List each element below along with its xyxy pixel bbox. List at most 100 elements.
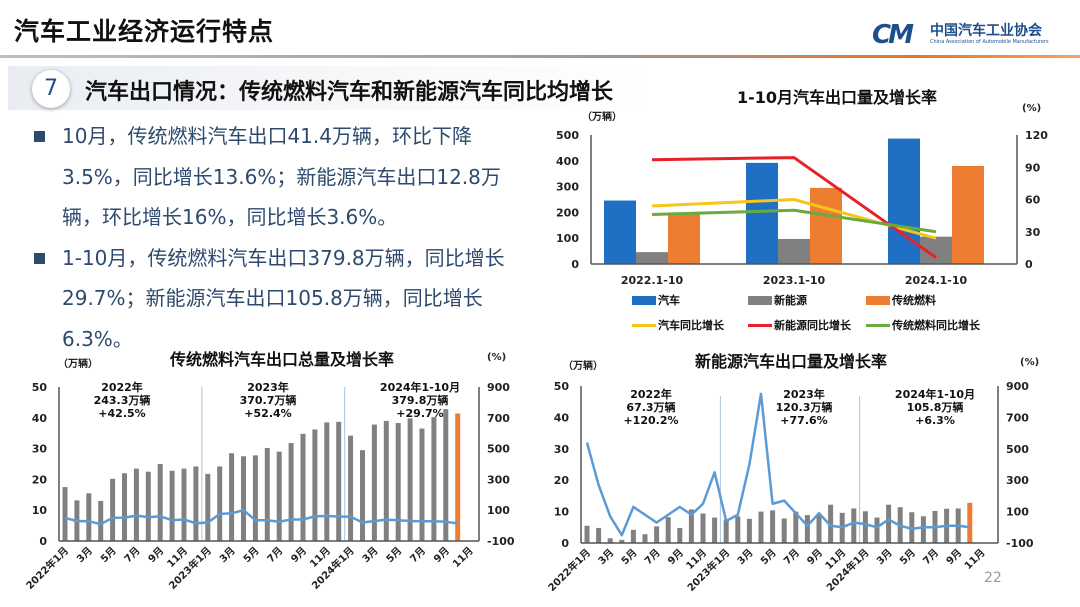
- bar-auto: [604, 200, 636, 264]
- legend-label: 汽车同比增长: [658, 319, 724, 332]
- chart1-left-unit: （万辆）: [582, 112, 622, 123]
- chart3-bar: [642, 534, 648, 543]
- legend-label: 新能源同比增长: [774, 319, 851, 332]
- chart2-x-tick-label: 5月: [384, 545, 404, 565]
- chart2-bar: [395, 423, 401, 541]
- chart2-x-tick-label: 7月: [122, 545, 142, 565]
- chart2-annotation-2022: 2022年 243.3万辆 +42.5%: [93, 381, 151, 420]
- bar-ice: [668, 212, 700, 264]
- chart3-right-tick-label: 100: [1006, 506, 1029, 519]
- chart2-x-tick-label: 3月: [217, 545, 237, 565]
- chart2-bar: [205, 473, 211, 541]
- chart3-x-tick-label: 3月: [735, 547, 755, 567]
- bullet-item: 1-10月，传统燃料汽车出口379.8万辆，同比增长29.7%；新能源汽车出口1…: [30, 238, 535, 360]
- chart2-x-tick-label: 9月: [289, 545, 309, 565]
- chart3-x-tick-label: 2022年1月: [545, 546, 593, 594]
- chart3-bar: [735, 516, 741, 543]
- bar-ice: [952, 165, 984, 264]
- chart3-bar: [816, 514, 822, 543]
- legend-item-ice: 传统燃料: [866, 292, 936, 308]
- logo-chinese-name: 中国汽车工业协会: [930, 23, 1042, 39]
- chart3-bar: [665, 517, 671, 543]
- chart3-x-tick-label: 3月: [874, 547, 894, 567]
- chart3-left-tick-label: 20: [554, 474, 570, 487]
- chart2-x-tick-label: 11月: [450, 545, 475, 570]
- ice-growth-line: [651, 208, 937, 234]
- chart3-left-tick-label: 50: [554, 380, 570, 393]
- chart2-bar: [62, 487, 68, 541]
- chart3-right-unit: (%): [1020, 357, 1040, 368]
- legend-label: 传统燃料: [892, 294, 936, 307]
- chart3-bar: [746, 518, 752, 543]
- chart2-left-tick-label: 50: [32, 381, 48, 394]
- chart3-bar: [607, 538, 613, 543]
- chart2-right-tick-label: 100: [487, 504, 510, 517]
- chart2-bar: [336, 421, 342, 541]
- chart3-x-tick-label: 5月: [619, 547, 639, 567]
- chart3-title: 新能源汽车出口量及增长率: [695, 352, 888, 371]
- chart2-growth-line: [64, 508, 458, 526]
- chart2-bar: [407, 418, 413, 541]
- section-number-badge: 7: [32, 70, 70, 108]
- chart2-bar: [98, 500, 104, 541]
- chart2-bar: [312, 429, 318, 541]
- chart3-bar: [700, 513, 706, 543]
- chart2-x-tick-label: 9月: [431, 545, 451, 565]
- chart2-x-tick-label: 5月: [241, 545, 261, 565]
- chart2-bar: [86, 493, 92, 541]
- legend-swatch: [632, 295, 656, 305]
- chart3-left-tick-label: 40: [554, 411, 570, 424]
- chart1-right-tick-label: 60: [1025, 194, 1041, 207]
- chart3-bar: [654, 526, 660, 543]
- chart1-title: 1-10月汽车出口量及增长率: [737, 88, 938, 107]
- chart2-bar: [217, 466, 223, 541]
- chart3-bar: [723, 519, 729, 543]
- chart2-bar: [145, 471, 151, 541]
- logo-english-name: China Association of Automobile Manufact…: [930, 39, 1049, 45]
- chart3-x-tick-label: 11月: [962, 547, 987, 572]
- legend-item-nev: 新能源: [748, 292, 807, 308]
- chart2-left-unit: （万辆）: [58, 359, 98, 370]
- chart2-bar: [264, 447, 270, 541]
- bar-auto: [746, 162, 778, 264]
- chart2-right-tick-label: 900: [487, 381, 510, 394]
- chart3-x-tick-label: 3月: [596, 547, 616, 567]
- chart2-bar: [181, 468, 187, 541]
- chart3-bar: [804, 515, 810, 543]
- chart2-right-unit: (%): [487, 352, 507, 363]
- chart3-right-tick-label: -100: [1006, 537, 1034, 550]
- chart2-bar: [169, 470, 175, 541]
- chart3-x-tick-label: 9月: [805, 547, 825, 567]
- chart3-left-tick-label: 30: [554, 443, 570, 456]
- chart1-right-tick-label: 0: [1025, 258, 1033, 271]
- chart2-bar-current-month: [455, 413, 461, 541]
- chart2-bar: [229, 453, 235, 541]
- chart3-x-tick-label: 7月: [642, 547, 662, 567]
- bullet-list: 10月，传统燃料汽车出口41.4万辆，环比下降3.5%，同比增长13.6%；新能…: [30, 116, 535, 359]
- chart3-left-tick-label: 0: [561, 537, 569, 550]
- chart2-left-tick-label: 30: [32, 443, 48, 456]
- chart2-bar: [110, 478, 116, 541]
- chart3-bar: [828, 504, 834, 543]
- bullet-text: 10月，传统燃料汽车出口41.4万辆，环比下降3.5%，同比增长13.6%；新能…: [62, 124, 501, 229]
- chart1-left-tick-label: 300: [556, 181, 579, 194]
- legend-item-nev-growth: 新能源同比增长: [748, 317, 851, 333]
- chart1-x-tick-label: 2022.1-10: [621, 274, 684, 287]
- chart2-bar: [122, 473, 127, 541]
- section-heading: 汽车出口情况：传统燃料汽车和新能源汽车同比均增长: [85, 80, 614, 105]
- chart2-left-tick-label: 20: [32, 473, 48, 486]
- chart2-x-tick-label: 2022年1月: [23, 544, 71, 592]
- chart3-bar-current-month: [967, 502, 973, 543]
- chart2-annotation-2023: 2023年 370.7万辆 +52.4%: [239, 381, 297, 420]
- legend-swatch: [748, 295, 772, 305]
- bullet-square-icon: [34, 131, 45, 142]
- legend-swatch: [866, 295, 890, 305]
- chart2-bar: [348, 435, 354, 541]
- chart2-bar: [419, 428, 425, 541]
- chart3-growth-line: [585, 392, 970, 537]
- chart1-left-tick-label: 100: [556, 232, 579, 245]
- chart2-left-tick-label: 10: [32, 504, 48, 517]
- chart3-bar: [688, 509, 694, 543]
- chart1-right-tick-label: 120: [1025, 129, 1048, 142]
